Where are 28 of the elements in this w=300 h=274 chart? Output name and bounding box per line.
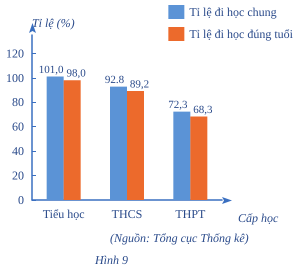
- bar: [110, 86, 127, 200]
- bar: [64, 80, 81, 200]
- data-label: 89,2: [130, 78, 150, 90]
- bar: [173, 112, 190, 200]
- legend-label: Tỉ lệ đi học chung: [189, 5, 277, 19]
- data-label: 68,3: [193, 104, 213, 116]
- bar: [127, 90, 144, 200]
- bar: [46, 76, 64, 200]
- y-tick-label: 100: [6, 70, 24, 85]
- data-label: 92.8: [104, 74, 125, 86]
- x-tick-label: Tiểu học: [42, 207, 85, 221]
- y-tick-label: 80: [12, 95, 24, 110]
- y-tick-label: 20: [12, 168, 24, 183]
- text: Hình 9: [94, 253, 128, 267]
- y-tick-label: 60: [12, 120, 24, 134]
- text: (Nguồn: Tổng cục Thống kê): [110, 231, 249, 245]
- data-label: 98,0: [66, 68, 86, 80]
- x-tick-label: THPT: [175, 207, 206, 221]
- y-tick-label: 120: [6, 46, 24, 60]
- x-axis-title: Cấp học: [238, 211, 280, 225]
- legend-label: Tỉ lệ đi học đúng tuổi: [189, 27, 294, 41]
- bar: [190, 116, 208, 200]
- y-axis-title: Tỉ lệ (%): [32, 16, 75, 30]
- data-label: 101,0: [38, 64, 64, 76]
- x-tick-label: THCS: [112, 207, 142, 221]
- y-tick-label: 0: [18, 193, 24, 207]
- data-label: 72,3: [168, 99, 188, 112]
- y-tick-label: 40: [12, 144, 24, 158]
